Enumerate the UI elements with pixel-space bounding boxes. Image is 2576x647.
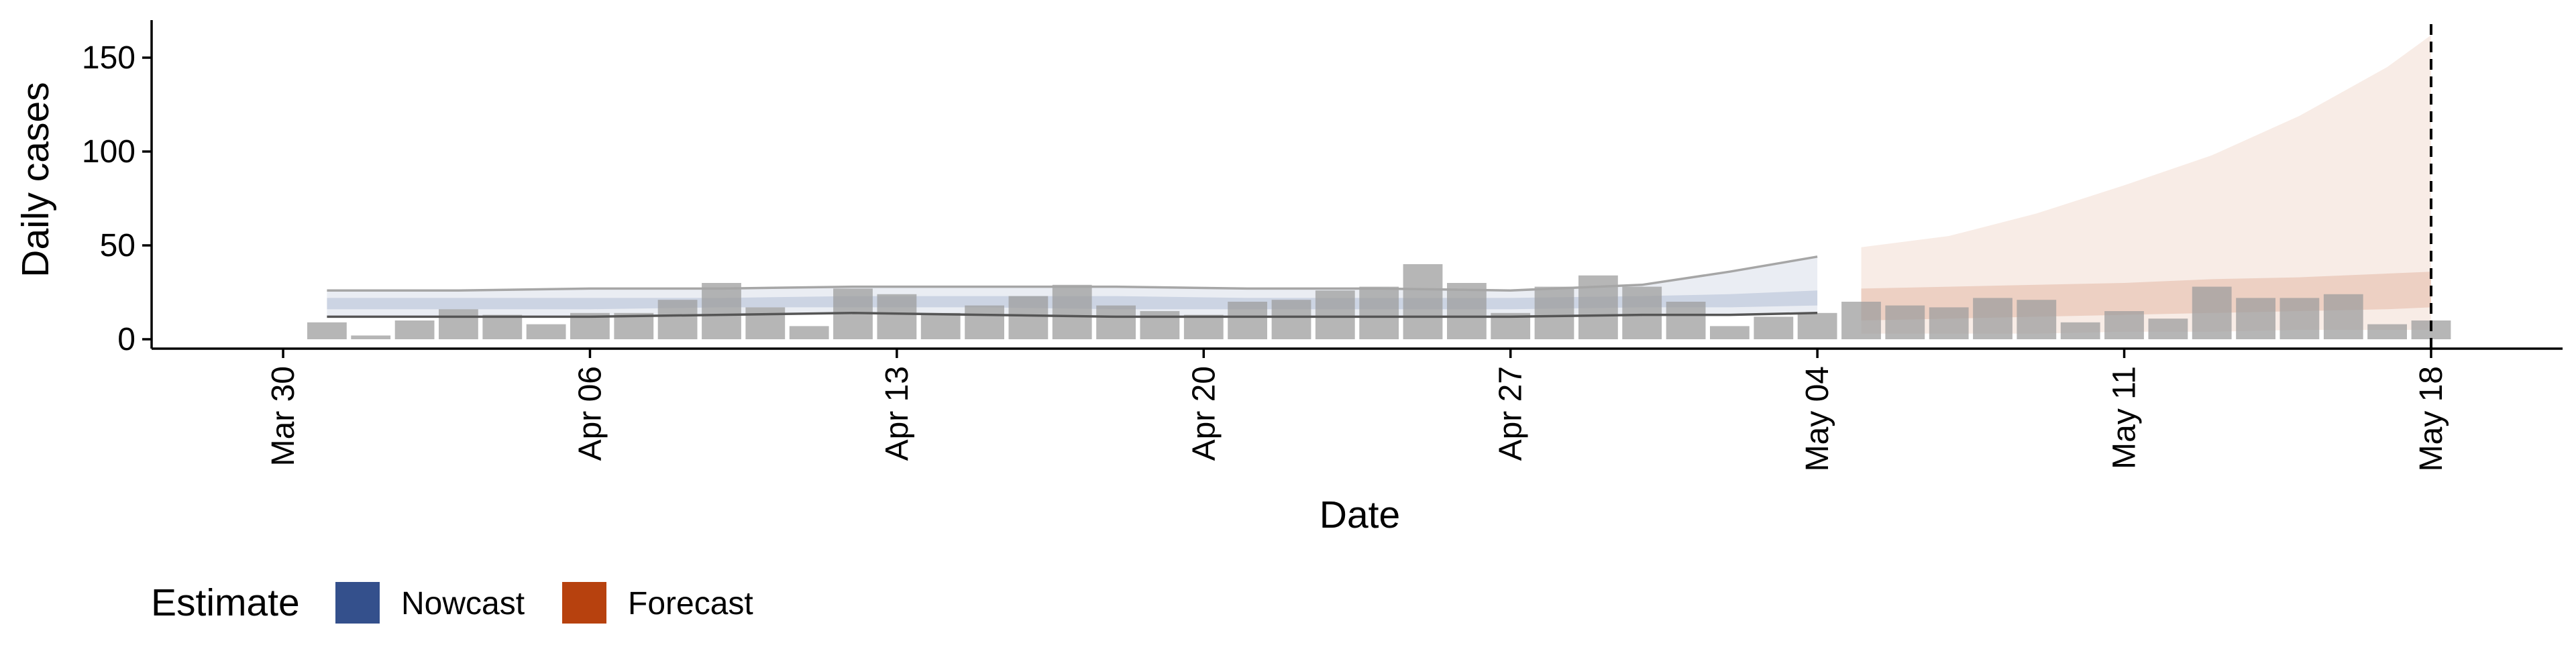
nowcast-upper-line [327,255,1818,292]
estimate-lines [327,255,1818,318]
bar [1403,264,1443,339]
bar [394,320,435,339]
bar [789,326,829,339]
y-axis-title: Daily cases [14,82,57,277]
bar [1096,305,1136,339]
nowcast-outer-band [327,256,1818,317]
y-tick-label: 150 [82,40,136,76]
bar [351,335,391,339]
bar [1841,302,1881,339]
legend-label-nowcast: Nowcast [401,586,525,622]
bar [1666,302,1706,339]
bar [2104,311,2144,339]
bar [877,294,917,339]
bar [1534,286,1574,339]
bar [1008,296,1049,339]
bars-layer [307,264,2451,339]
forecast-outer-band [1861,35,2431,334]
y-tick-label: 50 [100,228,136,263]
bar [1052,284,1092,339]
legend-label-forecast: Forecast [628,586,753,622]
x-tick-label: Mar 30 [266,366,301,466]
bar [2148,318,2188,339]
bar [2367,324,2407,339]
bar [2060,322,2100,339]
x-tick-label: Apr 13 [879,366,915,461]
bar [1315,290,1355,339]
bar [965,305,1004,339]
nowcast-lower-line [327,312,1818,318]
bar [1140,311,1180,339]
x-tick-label: May 18 [2414,366,2449,471]
bar [1447,283,1487,339]
bar [1754,316,1794,339]
x-tick-label: May 11 [2107,366,2143,469]
x-tick-label: Apr 20 [1186,366,1222,461]
bar [1797,312,1837,339]
legend-key-nowcast [335,582,380,624]
bar [1271,300,1311,339]
bar [657,300,698,339]
bar [1929,307,1969,339]
bar [2236,298,2275,339]
bar [745,307,786,339]
bar [482,314,523,339]
bar [920,312,961,339]
bar [526,324,566,339]
bar [2192,286,2232,339]
legend-title: Estimate [151,581,300,624]
bar [1183,314,1224,339]
bar [1710,326,1750,339]
bar [2323,294,2363,339]
bar [307,322,347,339]
x-axis-title: Date [1320,493,1400,536]
y-tick-label: 0 [117,322,136,357]
bar [1228,302,1267,339]
bar [1885,305,1925,339]
bar [439,309,478,339]
legend-key-forecast [562,582,606,624]
bar [1359,286,1399,339]
bar [702,283,741,339]
y-tick-label: 100 [82,134,136,170]
x-tick-label: Apr 27 [1493,366,1529,461]
bar [2017,300,2057,339]
bar [1622,286,1662,339]
bar [2279,298,2320,339]
x-tick-label: May 04 [1800,366,1835,471]
x-tick-label: Apr 06 [573,366,608,461]
bar [1973,298,2012,339]
axes: 0 50 100 150 Mar 30 Apr 06 Apr 13 Apr 20 Apr 27 M… [82,20,2563,471]
legend: Estimate Nowcast Forecast [151,581,753,624]
